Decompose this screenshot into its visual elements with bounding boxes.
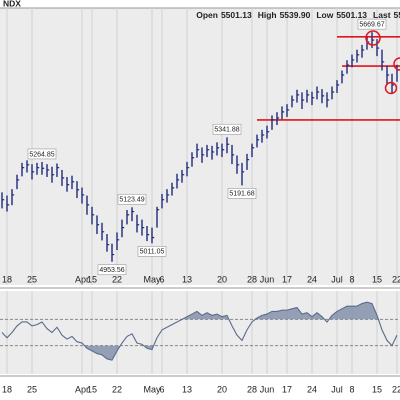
x-tick-label: 20 <box>217 274 227 284</box>
header-label: High <box>258 10 277 20</box>
x-tick-label: 17 <box>282 384 292 394</box>
annotation-box <box>357 18 387 30</box>
x-tick-label: 18 <box>2 274 12 284</box>
indicator-line <box>1 301 398 361</box>
grid: 18182525AprApr15152222MayMay661313202028… <box>0 8 400 394</box>
header-label: Open <box>196 10 218 20</box>
indicator-panel <box>0 291 400 374</box>
annotation: 5341.88 <box>214 127 239 134</box>
annotation-box <box>212 123 242 135</box>
x-tick-label: Jul <box>331 384 343 394</box>
header-value: 553 <box>394 10 400 20</box>
x-tick-label: 25 <box>27 274 37 284</box>
symbol: NDX <box>3 0 21 8</box>
indicator-fill-lower <box>2 345 397 361</box>
x-tick-label: 22 <box>392 274 400 284</box>
x-tick-label: Apr <box>75 274 89 284</box>
x-tick-label: 15 <box>87 274 97 284</box>
price-panel <box>0 8 400 285</box>
x-tick-label: 15 <box>372 274 382 284</box>
annotation: 5669.67 <box>359 21 384 28</box>
annotation-box <box>117 193 147 205</box>
x-tick-label: 24 <box>307 274 317 284</box>
x-tick-label: 17 <box>282 274 292 284</box>
x-tick-label: 20 <box>217 384 227 394</box>
x-tick-label: 22 <box>392 384 400 394</box>
x-tick-label: 13 <box>182 384 192 394</box>
header-value: 5501.13 <box>336 10 367 20</box>
x-tick-label: 8 <box>349 274 354 284</box>
annotation-box <box>227 188 257 199</box>
highlight-circle <box>365 30 381 46</box>
x-tick-label: Jun <box>260 384 275 394</box>
highlight-circle <box>384 81 398 95</box>
x-tick-label: 22 <box>112 384 122 394</box>
annotation: 5011.05 <box>140 249 165 256</box>
x-tick-label: 28 <box>247 274 257 284</box>
overlay <box>365 30 400 95</box>
x-tick-label: 18 <box>2 384 12 394</box>
annotation: 5264.85 <box>29 151 54 158</box>
x-tick-label: 25 <box>27 384 37 394</box>
header-value: 5539.90 <box>280 10 311 20</box>
header-label: Low <box>316 10 333 20</box>
x-tick-label: Jun <box>260 274 275 284</box>
annotation-box <box>137 246 167 257</box>
x-tick-label: May <box>143 274 161 284</box>
x-tick-label: 8 <box>349 384 354 394</box>
header-label: Last <box>373 10 391 20</box>
x-tick-label: 6 <box>159 384 164 394</box>
annotation: 5191.68 <box>229 191 254 198</box>
marks: 5264.85 5123.49 4953.56 5011.05 5341.88 5191.… <box>1 18 400 361</box>
x-tick-label: 28 <box>247 384 257 394</box>
highlight-circle <box>393 57 400 71</box>
x-tick-label: 13 <box>182 274 192 284</box>
annotation-box <box>27 148 57 160</box>
x-tick-label: Jul <box>331 274 343 284</box>
x-tick-label: 24 <box>307 384 317 394</box>
x-tick-label: 22 <box>112 274 122 284</box>
x-tick-label: Apr <box>75 384 89 394</box>
annotation: 5123.49 <box>119 197 144 204</box>
header-value: 5501.13 <box>221 10 252 20</box>
annotation-box <box>97 264 127 276</box>
x-tick-label: 15 <box>87 384 97 394</box>
x-tick-label: 15 <box>372 384 382 394</box>
annotation: 4953.56 <box>99 267 124 274</box>
indicator-fill-upper <box>2 302 397 320</box>
x-tick-label: 6 <box>159 274 164 284</box>
x-tick-label: May <box>143 384 161 394</box>
